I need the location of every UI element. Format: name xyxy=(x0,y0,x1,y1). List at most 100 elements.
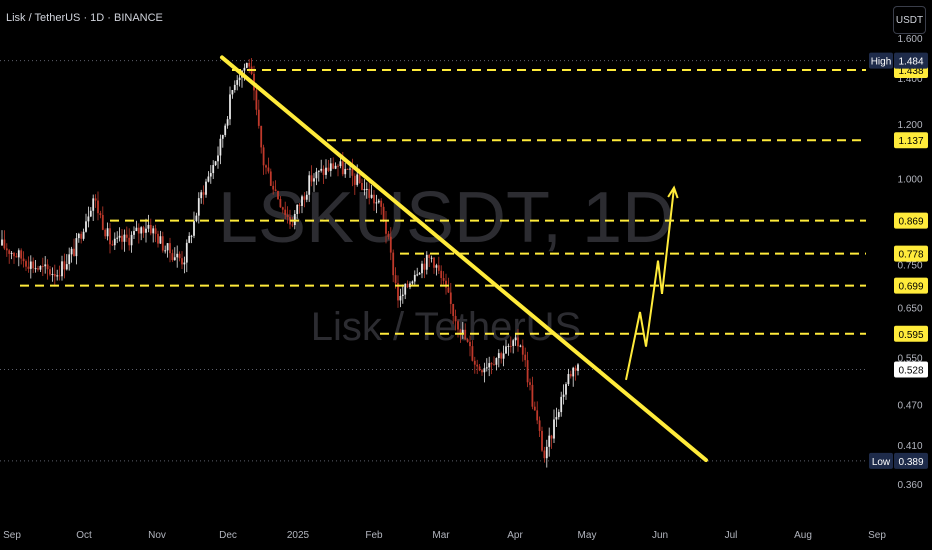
candle-body xyxy=(445,280,447,288)
candle-body xyxy=(51,273,54,275)
current-price-badge-bg xyxy=(894,361,928,378)
candle-body xyxy=(121,235,123,242)
candle-body xyxy=(430,257,433,259)
candle-body xyxy=(63,261,66,270)
candle-body xyxy=(161,236,164,251)
candle-body xyxy=(56,275,59,277)
level-price-badge: 1.137 xyxy=(898,136,923,147)
candle-body xyxy=(181,258,183,265)
candle-body xyxy=(440,270,443,279)
candle-body xyxy=(572,367,575,377)
candle-body xyxy=(286,214,289,217)
candle-body xyxy=(147,224,150,229)
candle-body xyxy=(87,216,90,222)
candle-body xyxy=(65,264,68,270)
candle-body xyxy=(406,283,409,288)
candle-body xyxy=(356,174,359,185)
y-axis-tick-label: 0.410 xyxy=(897,441,922,452)
level-price-badge: 0.778 xyxy=(898,250,923,261)
candle-body xyxy=(68,254,71,265)
candle-body xyxy=(529,382,531,385)
candle-body xyxy=(490,363,493,365)
low-price-badge: 0.389 xyxy=(898,457,923,468)
candle-body xyxy=(101,214,104,230)
candle-body xyxy=(149,224,152,234)
candle-body xyxy=(385,220,387,234)
candle-body xyxy=(17,250,20,258)
x-axis-tick-label: Mar xyxy=(432,530,450,541)
candle-body xyxy=(351,168,354,176)
candle-body xyxy=(10,252,13,254)
candle-body xyxy=(505,346,507,354)
candle-body xyxy=(507,345,510,347)
candle-body xyxy=(454,315,457,322)
candle-body xyxy=(224,125,227,136)
candle-body xyxy=(493,364,495,366)
candle-body xyxy=(452,303,455,316)
candle-body xyxy=(1,239,3,246)
candle-body xyxy=(521,345,524,355)
level-price-badge-bg xyxy=(894,212,928,229)
candle-body xyxy=(106,228,109,237)
candle-body xyxy=(116,237,119,239)
candle-body xyxy=(46,264,49,270)
candle-body xyxy=(34,268,37,270)
candle-body xyxy=(77,233,80,239)
candle-body xyxy=(205,181,207,195)
candle-body xyxy=(349,168,351,170)
candle-body xyxy=(3,239,6,249)
candle-body xyxy=(29,261,32,269)
y-axis-tick-label: 0.550 xyxy=(897,353,922,364)
candle-body xyxy=(185,242,188,263)
candle-body xyxy=(188,235,191,243)
currency-button[interactable]: USDT xyxy=(893,6,926,34)
x-axis-tick-label: Jul xyxy=(725,530,738,541)
candle-body xyxy=(346,168,349,170)
candle-body xyxy=(541,430,543,451)
candle-body xyxy=(375,202,378,204)
candle-body xyxy=(277,190,279,200)
candle-body xyxy=(255,90,258,110)
low-label-badge: Low xyxy=(872,457,891,468)
candle-body xyxy=(543,450,546,459)
candle-body xyxy=(296,204,299,215)
x-axis-tick-label: May xyxy=(578,530,597,541)
candle-body xyxy=(113,238,116,246)
candle-body xyxy=(473,360,476,365)
candle-body xyxy=(243,67,246,71)
candle-body xyxy=(308,175,311,195)
candle-body xyxy=(209,173,212,177)
candle-body xyxy=(382,206,385,221)
candle-body xyxy=(363,189,366,191)
candle-body xyxy=(109,228,111,245)
watermark-name: Lisk / TetherUS xyxy=(311,305,582,349)
y-axis-tick-label: 1.000 xyxy=(897,175,922,186)
candle-body xyxy=(291,224,294,226)
candle-body xyxy=(562,394,565,397)
candle-body xyxy=(140,227,143,234)
level-price-badge: 0.869 xyxy=(898,217,923,228)
candle-body xyxy=(418,273,421,275)
candle-body xyxy=(214,161,217,166)
candle-body xyxy=(257,109,260,126)
candle-body xyxy=(94,198,97,201)
candle-body xyxy=(361,183,363,190)
candle-body xyxy=(226,119,229,126)
candle-body xyxy=(85,221,87,232)
level-price-badge-bg xyxy=(894,132,928,149)
candle-body xyxy=(495,358,498,365)
candle-body xyxy=(25,261,27,267)
candle-body xyxy=(358,174,361,184)
candle-body xyxy=(284,209,287,215)
candle-body xyxy=(245,62,248,68)
candle-body xyxy=(70,248,73,255)
candle-body xyxy=(334,165,337,169)
current-price-badge: 0.528 xyxy=(898,366,923,377)
candle-body xyxy=(154,228,157,234)
candle-body xyxy=(449,292,452,304)
candle-body xyxy=(457,321,459,330)
candle-body xyxy=(536,410,539,421)
candle-body xyxy=(341,161,344,175)
projection-arrowhead xyxy=(667,185,679,199)
